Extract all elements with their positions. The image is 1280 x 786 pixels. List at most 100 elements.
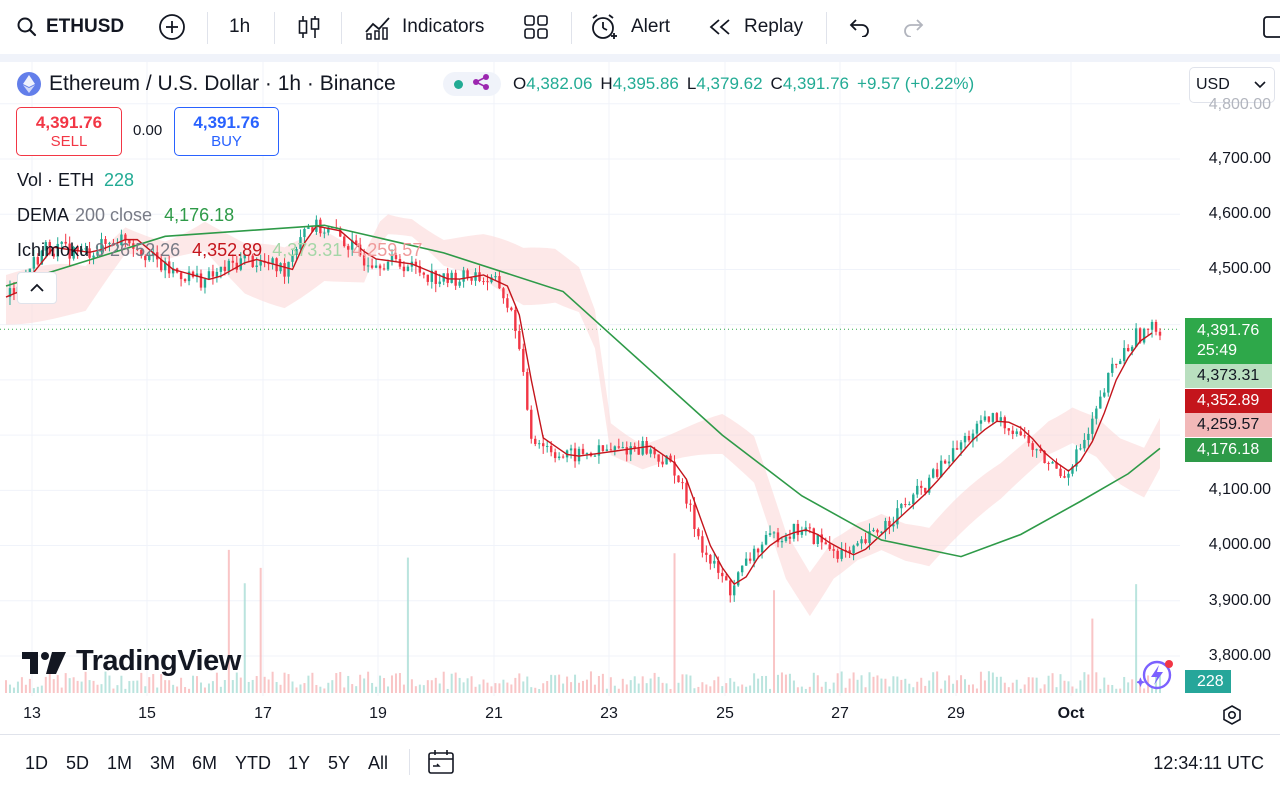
candle-body xyxy=(183,279,187,282)
buy-label: BUY xyxy=(211,132,242,150)
candle-body xyxy=(406,266,410,272)
collapse-legend-button[interactable] xyxy=(17,272,57,304)
candle-body xyxy=(848,550,851,554)
candle-body xyxy=(1142,328,1146,343)
range-3m-button[interactable]: 3M xyxy=(150,753,176,773)
ichimoku-indicator-legend[interactable]: Ichimoku 9 26 52 26 4,352.89 4,373.31 4,… xyxy=(17,238,422,262)
market-status-pill[interactable] xyxy=(443,72,501,96)
range-1m-button[interactable]: 1M xyxy=(107,753,133,773)
volume-bar xyxy=(625,684,628,693)
candle-body xyxy=(900,504,903,509)
candle-body xyxy=(434,270,437,284)
candle-body xyxy=(693,504,696,530)
candle-body xyxy=(370,265,374,268)
candle-body xyxy=(92,255,95,258)
toolbar-separator-band xyxy=(0,54,1280,62)
chart-type-button[interactable] xyxy=(296,0,322,54)
volume-bar xyxy=(12,687,15,693)
time-tick: 19 xyxy=(369,705,387,722)
volume-bar xyxy=(1155,676,1158,693)
volume-bar xyxy=(494,683,497,693)
candle-body xyxy=(482,281,485,283)
redo-button[interactable] xyxy=(902,0,926,54)
volume-bar xyxy=(784,674,787,693)
templates-button[interactable] xyxy=(523,0,549,54)
candle-body xyxy=(995,413,999,421)
range-1d-button[interactable]: 1D xyxy=(25,753,49,773)
symbol-legend[interactable]: Ethereum / U.S. Dollar · 1h · Binance xyxy=(17,70,396,98)
lightning-assistant-button[interactable] xyxy=(1135,657,1177,696)
candle-body xyxy=(1031,443,1034,450)
volume-bar xyxy=(359,674,362,693)
utc-clock[interactable]: 12:34:11 UTC xyxy=(1153,753,1264,773)
volume-bar xyxy=(140,672,143,693)
candle-body xyxy=(96,251,99,256)
symbol-search-button[interactable]: ETHUSD xyxy=(16,0,124,54)
volume-bar xyxy=(1079,680,1082,693)
candle-body xyxy=(64,241,67,244)
candle-body xyxy=(152,252,155,256)
volume-bar xyxy=(673,553,676,693)
volume-bar xyxy=(28,678,31,693)
range-ytd-button[interactable]: YTD xyxy=(235,753,271,773)
range-6m-button[interactable]: 6M xyxy=(192,753,218,773)
indicators-button[interactable]: Indicators xyxy=(364,0,484,54)
candle-body xyxy=(466,270,469,278)
volume-bar xyxy=(872,676,875,693)
price-chart[interactable] xyxy=(0,62,1280,696)
range-all-button[interactable]: All xyxy=(368,753,389,773)
price-tick: 4,700.00 xyxy=(1208,150,1271,167)
volume-indicator-legend[interactable]: Vol · ETH 228 xyxy=(17,168,134,192)
volume-bar xyxy=(677,682,680,693)
buy-button[interactable]: 4,391.76 BUY xyxy=(174,107,279,156)
dema-indicator-value: 4,176.18 xyxy=(164,204,235,225)
chart-settings-button[interactable] xyxy=(1221,704,1243,731)
currency-select[interactable]: USD xyxy=(1189,67,1275,103)
range-5d-button[interactable]: 5D xyxy=(66,753,90,773)
replay-button[interactable]: Replay xyxy=(707,0,803,54)
dema-indicator-legend[interactable]: DEMA 200 close 4,176.18 xyxy=(17,203,234,227)
volume-bar xyxy=(434,677,437,693)
spread-value: 0.00 xyxy=(133,122,163,139)
candle-body xyxy=(28,268,32,273)
volume-bar xyxy=(1003,682,1006,693)
volume-bar xyxy=(20,677,23,693)
volume-bar xyxy=(601,673,604,693)
alert-button[interactable]: Alert xyxy=(589,0,670,54)
bottom-toolbar: 1D 5D 1M 3M 6M YTD 1Y 5Y All 12:34:11 UT… xyxy=(0,734,1280,786)
dema-indicator-name: DEMA xyxy=(17,204,70,225)
candle-body xyxy=(538,443,541,445)
volume-bar xyxy=(1071,686,1074,693)
volume-bar xyxy=(685,674,688,693)
time-tick: 25 xyxy=(716,705,734,722)
sell-price: 4,391.76 xyxy=(35,112,103,132)
range-1y-button[interactable]: 1Y xyxy=(288,753,311,773)
candle-body xyxy=(816,534,819,544)
candle-body xyxy=(414,261,418,267)
candle-body xyxy=(422,272,426,275)
candle-body xyxy=(1003,417,1007,429)
volume-tag: 228 xyxy=(1185,670,1231,693)
volume-bar xyxy=(796,687,799,693)
sell-button[interactable]: 4,391.76 SELL xyxy=(16,107,122,156)
candle-body xyxy=(343,236,346,247)
interval-button[interactable]: 1h xyxy=(229,0,250,54)
compare-symbol-button[interactable] xyxy=(158,0,186,54)
volume-bar xyxy=(566,676,569,693)
undo-button[interactable] xyxy=(847,0,871,54)
candle-body xyxy=(116,245,119,247)
tradingview-logo-text: TradingView xyxy=(76,645,241,677)
volume-bar xyxy=(641,676,644,693)
open-label: O xyxy=(513,74,527,93)
layout-button[interactable] xyxy=(1262,0,1280,54)
goto-date-button[interactable] xyxy=(427,749,455,780)
range-5y-button[interactable]: 5Y xyxy=(328,753,351,773)
candle-body xyxy=(1158,331,1162,336)
volume-bar xyxy=(824,681,827,693)
candle-body xyxy=(68,243,71,259)
volume-bar xyxy=(856,679,859,693)
candle-body xyxy=(677,475,680,483)
candle-body xyxy=(522,348,525,372)
candle-body xyxy=(617,446,621,448)
volume-bars xyxy=(5,549,1161,693)
